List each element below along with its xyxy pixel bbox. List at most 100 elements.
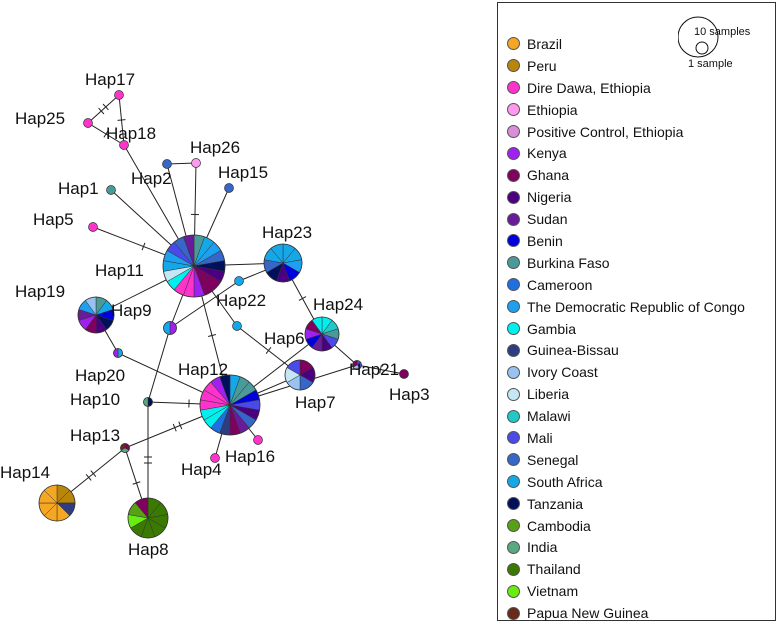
- haplotype-network: Hap1 Hap2 Hap3 Hap4 Hap5 Hap6 Hap7 Hap8 Hap9 Hap1…: [0, 70, 430, 559]
- node-hap14: [38, 484, 76, 522]
- node-label: Hap4: [181, 460, 222, 479]
- mutation-tick: [172, 423, 177, 432]
- node-hap23: [263, 243, 303, 283]
- node-outline: [199, 374, 261, 436]
- node-label: Hap15: [218, 163, 268, 182]
- mutation-tick: [103, 130, 109, 138]
- node-hap7: [284, 359, 316, 391]
- network-edge: [147, 327, 171, 403]
- legend-label: Ivory Coast: [527, 364, 598, 381]
- legend-item: Cameroon: [507, 274, 745, 296]
- mutation-tick: [98, 107, 105, 115]
- mutation-tick: [132, 481, 141, 485]
- legend-item: Burkina Faso: [507, 252, 745, 274]
- mutation-tick: [208, 334, 216, 337]
- legend-swatch: [507, 59, 520, 73]
- legend-label: The Democratic Republic of Congo: [527, 298, 745, 315]
- node-outline: [263, 243, 303, 283]
- legend-swatch: [507, 125, 520, 138]
- pie-slice: [113, 348, 119, 358]
- node-hap8: [127, 497, 169, 539]
- legend-swatch: [507, 300, 520, 314]
- node-hap20: [113, 348, 123, 358]
- legend-item: Ethiopia: [507, 99, 745, 121]
- node-outline: [113, 348, 123, 358]
- legend-label: Nigeria: [527, 189, 572, 206]
- pie-slice: [83, 118, 93, 128]
- legend-label: Mali: [527, 429, 553, 446]
- legend-item: Thailand: [507, 558, 745, 580]
- node-hap19: [77, 296, 115, 334]
- legend-label: Liberia: [527, 386, 570, 403]
- node-label: Hap13: [70, 426, 120, 445]
- legend-item: Brazil: [507, 33, 745, 55]
- pie-slice: [232, 321, 242, 331]
- legend-item: Malawi: [507, 405, 745, 427]
- legend-item: India: [507, 536, 745, 558]
- node-label: Hap17: [85, 70, 135, 89]
- node-hap15: [224, 183, 234, 193]
- node-label: Hap2: [131, 169, 172, 188]
- legend-item: Positive Control, Ethiopia: [507, 121, 745, 143]
- mutation-tick: [90, 470, 97, 478]
- pie-slice: [106, 185, 116, 195]
- scale-label-small: 1 sample: [688, 58, 733, 70]
- node-outline: [163, 321, 177, 335]
- pie-slice: [119, 140, 129, 150]
- pie-slice: [234, 276, 244, 286]
- legend-swatch: [507, 519, 520, 533]
- legend-swatch: [507, 103, 520, 117]
- node-label: Hap3: [389, 385, 430, 404]
- node-label: Hap18: [106, 124, 156, 143]
- node-label: Hap25: [15, 109, 65, 128]
- pie-slice: [117, 348, 123, 358]
- legend-item: Gambia: [507, 318, 745, 340]
- node-outline: [284, 359, 316, 391]
- legend-swatch: [507, 365, 520, 379]
- node-hap17: [114, 90, 124, 100]
- network-labels: Hap1 Hap2 Hap3 Hap4 Hap5 Hap6 Hap7 Hap8 Hap9 Hap1…: [0, 70, 430, 559]
- legend-label: South Africa: [527, 473, 603, 490]
- node-label: Hap23: [262, 223, 312, 242]
- legend-label: Brazil: [527, 35, 563, 52]
- network-edge: [87, 94, 120, 124]
- mutation-tick: [117, 119, 126, 121]
- legend-label: Benin: [527, 232, 563, 249]
- node-label: Hap9: [111, 301, 152, 320]
- legend-item: Dire Dawa, Ethiopia: [507, 77, 745, 99]
- legend-item: Kenya: [507, 142, 745, 164]
- node-label: Hap14: [0, 463, 50, 482]
- node-outline: [162, 234, 226, 298]
- mutation-tick: [85, 473, 92, 481]
- node-label: Hap1: [58, 179, 99, 198]
- node-label: Hap10: [70, 390, 120, 409]
- pie-slice: [143, 397, 149, 407]
- node-hap9: [163, 321, 177, 335]
- legend-item: Ghana: [507, 164, 745, 186]
- pie-slice: [191, 158, 201, 168]
- legend-swatch: [507, 431, 520, 445]
- node-outline: [352, 360, 362, 370]
- scale-circle-small: [695, 41, 709, 55]
- node-outline: [143, 397, 153, 407]
- legend-swatch: [507, 146, 520, 160]
- node-hap24: [304, 316, 340, 352]
- legend-swatch: [507, 562, 520, 576]
- legend-label: Gambia: [527, 320, 577, 337]
- pie-slice: [114, 90, 124, 100]
- legend-label: Vietnam: [527, 583, 579, 600]
- scale-circle-large: [678, 16, 719, 58]
- legend-label: Positive Control, Ethiopia: [527, 123, 684, 140]
- legend-label: Thailand: [527, 561, 581, 578]
- legend-swatch: [507, 37, 520, 51]
- legend-swatch: [507, 278, 520, 292]
- legend-item: Peru: [507, 55, 745, 77]
- legend-swatch: [507, 190, 520, 204]
- node-outline: [120, 443, 130, 453]
- legend-label: Tanzania: [527, 495, 584, 512]
- size-scale: 10 samples 1 sample: [678, 16, 751, 70]
- legend-item: Benin: [507, 230, 745, 252]
- node-label: Hap20: [75, 366, 125, 385]
- legend: 10 samples 1 sample Brazil Peru Dire Dawa,…: [497, 2, 776, 621]
- node-label: Hap16: [225, 447, 275, 466]
